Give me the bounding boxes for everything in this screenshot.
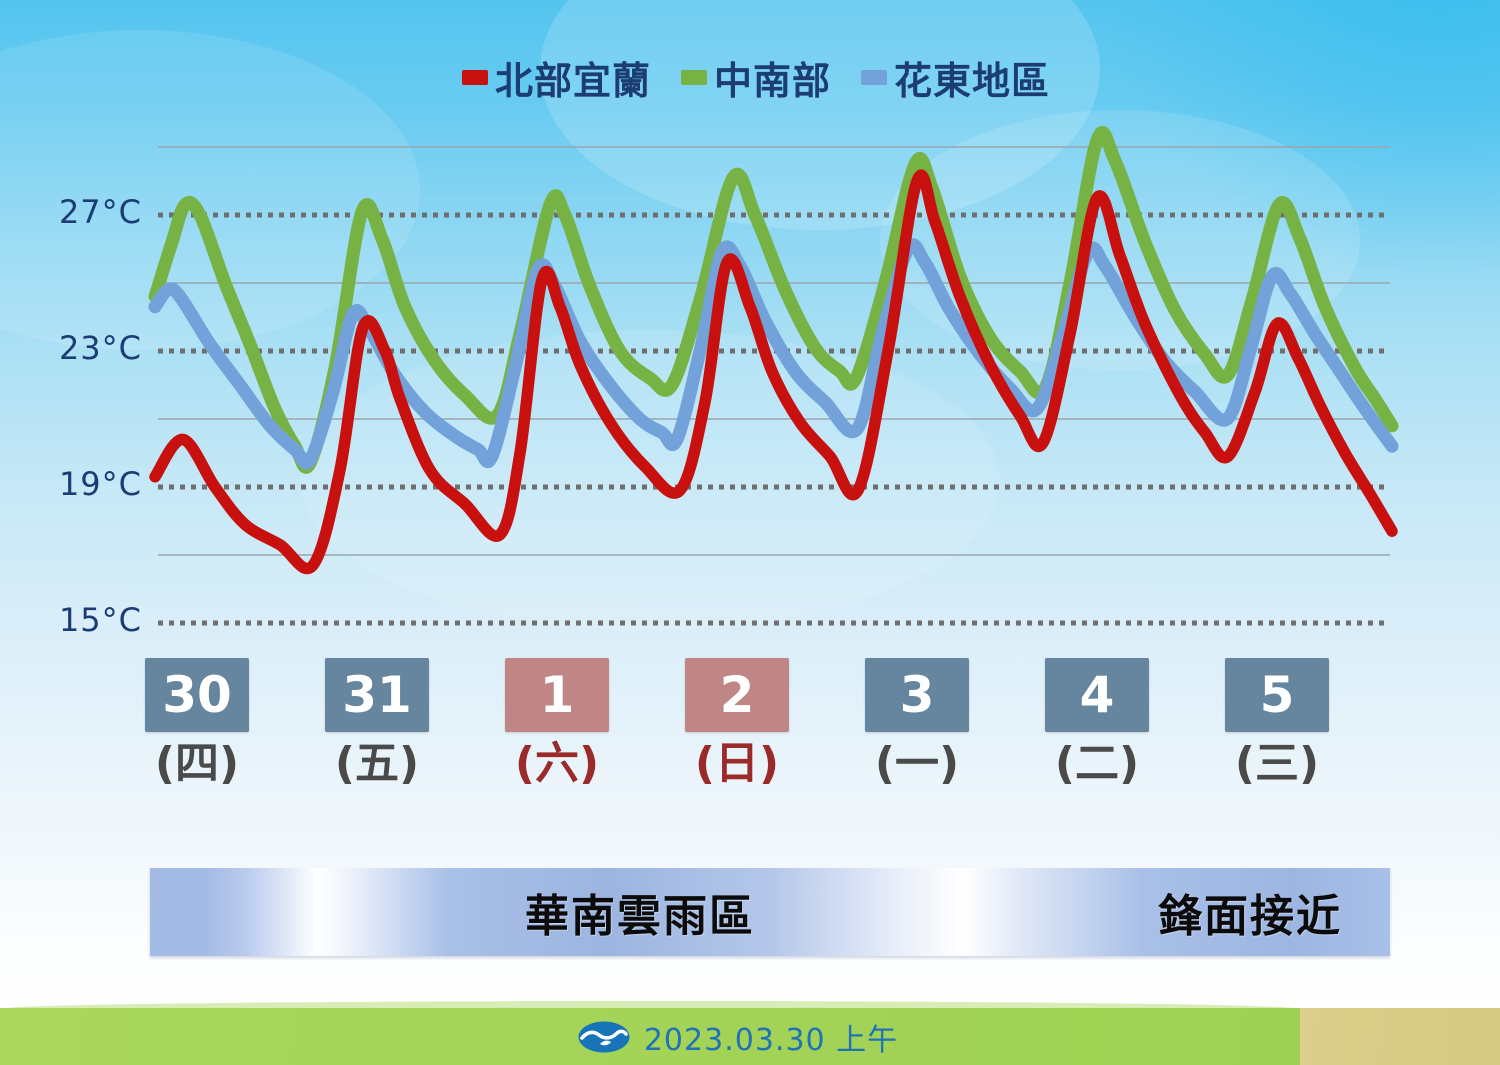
date-item: 2 (日): [667, 658, 807, 788]
date-item: 3 (一): [847, 658, 987, 788]
legend-label: 北部宜蘭: [495, 59, 652, 103]
weekday-label: (一): [874, 738, 960, 789]
date-number: 1: [539, 666, 575, 724]
footer-content: 2023.03.30 上午: [0, 1008, 1488, 1065]
legend-swatch-blue: [861, 70, 888, 85]
y-axis-label: 19°C: [58, 465, 142, 503]
series-line-北部宜蘭: [149, 169, 1398, 574]
date-number: 3: [899, 666, 935, 724]
cwb-logo-icon: [578, 1021, 630, 1052]
weekday-label: (五): [334, 738, 420, 789]
banner-label-south-china-cloud: 華南雲雨區: [525, 891, 755, 942]
date-number: 4: [1079, 666, 1115, 724]
footer-green-band: [0, 1008, 1300, 1065]
footer-date: 2023.03.30 上午: [643, 1022, 899, 1058]
footer-bar: 2023.03.30 上午: [0, 1001, 1500, 1065]
date-number: 2: [719, 666, 755, 724]
legend-item-central-south: 中南部: [681, 50, 831, 105]
legend-swatch-red: [462, 70, 488, 85]
date-box: 30: [145, 658, 249, 732]
date-number: 31: [342, 666, 412, 724]
date-box: 4: [1045, 658, 1149, 732]
date-item: 5 (三): [1207, 658, 1347, 788]
date-item: 1 (六): [487, 658, 627, 788]
date-box: 5: [1225, 658, 1329, 732]
hill-fringe: [0, 1001, 1300, 1009]
y-axis-label: 15°C: [58, 601, 142, 639]
annotation-banner: 華南雲雨區 鋒面接近: [150, 868, 1390, 956]
weekday-label: (二): [1054, 738, 1140, 789]
date-item: 31 (五): [307, 658, 447, 788]
weekday-label: (三): [1234, 738, 1320, 789]
legend-item-huadong: 花東地區: [861, 50, 1050, 105]
date-item: 30 (四): [127, 658, 267, 788]
weekday-label: (四): [154, 738, 240, 789]
chart-legend: 北部宜蘭 中南部 花東地區: [462, 50, 1050, 105]
weekday-label: (六): [514, 738, 600, 789]
y-axis-label: 27°C: [58, 193, 142, 231]
series-line-中南部: [148, 126, 1399, 474]
date-number: 5: [1259, 666, 1295, 724]
legend-swatch-green: [681, 70, 708, 85]
date-box: 2: [685, 658, 789, 732]
legend-label: 花東地區: [894, 59, 1051, 103]
date-number: 30: [162, 666, 232, 724]
banner-label-front-approaching: 鋒面接近: [1158, 891, 1342, 942]
y-axis-label: 23°C: [58, 329, 142, 367]
date-item: 4 (二): [1027, 658, 1167, 788]
date-box: 31: [325, 658, 429, 732]
weekday-label: (日): [694, 738, 780, 789]
date-box: 3: [865, 658, 969, 732]
footer-tan-band: [1300, 1008, 1500, 1065]
legend-label: 中南部: [714, 59, 832, 103]
date-box: 1: [505, 658, 609, 732]
legend-item-north-yilan: 北部宜蘭: [462, 50, 651, 105]
